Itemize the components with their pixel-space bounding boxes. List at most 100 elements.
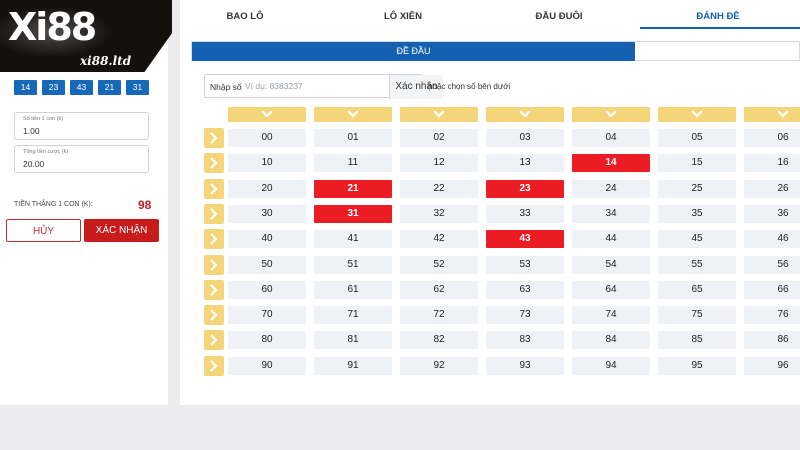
number-cell[interactable]: 33 [486,204,564,223]
number-cell[interactable]: 75 [658,306,736,325]
number-cell[interactable]: 36 [744,204,800,223]
number-cell[interactable]: 06 [744,129,800,147]
select-column-button[interactable] [744,107,800,122]
cancel-button[interactable]: HỦY [6,219,81,242]
confirm-button[interactable]: XÁC NHẬN [84,219,159,242]
picked-number-chip[interactable]: 21 [98,80,121,95]
number-cell[interactable]: 56 [744,255,800,274]
number-cell[interactable]: 23 [486,179,564,198]
brand-logo[interactable]: Xi88 xi88.ltd [0,0,172,72]
select-column-button[interactable] [400,107,478,122]
tab-bao-lo[interactable]: BAO LÔ [226,11,264,22]
number-cell[interactable]: 94 [572,356,650,375]
number-cell[interactable]: 00 [228,129,306,147]
number-cell[interactable]: 34 [572,204,650,223]
select-column-button[interactable] [572,107,650,122]
number-cell[interactable]: 50 [228,255,306,274]
number-cell[interactable]: 86 [744,331,800,350]
number-cell[interactable]: 76 [744,306,800,325]
number-cell[interactable]: 73 [486,306,564,325]
number-cell[interactable]: 02 [400,129,478,147]
number-cell[interactable]: 96 [744,356,800,375]
tab-danh-de[interactable]: ĐÁNH ĐỀ [696,11,740,22]
submit-number-button[interactable]: Xác nhận [389,75,443,99]
picked-number-chip[interactable]: 14 [14,80,37,95]
select-row-button[interactable] [204,153,224,174]
number-cell[interactable]: 35 [658,204,736,223]
subtab-de-dau[interactable]: ĐỀ ĐẦU [192,42,635,61]
number-cell[interactable]: 61 [314,280,392,299]
number-cell[interactable]: 25 [658,179,736,198]
select-row-button[interactable] [204,203,224,224]
number-cell[interactable]: 31 [314,204,392,223]
number-cell[interactable]: 21 [314,179,392,198]
number-input[interactable] [245,75,385,97]
number-cell[interactable]: 41 [314,230,392,249]
number-cell[interactable]: 24 [572,179,650,198]
number-cell[interactable]: 85 [658,331,736,350]
number-cell[interactable]: 64 [572,280,650,299]
number-cell[interactable]: 82 [400,331,478,350]
number-cell[interactable]: 55 [658,255,736,274]
number-cell[interactable]: 12 [400,154,478,173]
number-cell[interactable]: 70 [228,306,306,325]
number-cell[interactable]: 60 [228,280,306,299]
number-cell[interactable]: 01 [314,129,392,147]
number-cell[interactable]: 72 [400,306,478,325]
number-cell[interactable]: 11 [314,154,392,173]
number-cell[interactable]: 10 [228,154,306,173]
select-row-button[interactable] [204,178,224,199]
number-cell[interactable]: 14 [572,154,650,173]
number-cell[interactable]: 74 [572,306,650,325]
select-column-button[interactable] [658,107,736,122]
select-row-button[interactable] [204,330,224,351]
tab-lo-xien[interactable]: LÔ XIÊN [383,11,422,22]
number-cell[interactable]: 81 [314,331,392,350]
picked-number-chip[interactable]: 31 [126,80,149,95]
number-cell[interactable]: 43 [486,230,564,249]
select-row-button[interactable] [204,355,224,376]
select-column-button[interactable] [228,107,306,122]
number-cell[interactable]: 54 [572,255,650,274]
select-row-button[interactable] [204,128,224,148]
number-cell[interactable]: 52 [400,255,478,274]
select-row-button[interactable] [204,305,224,326]
number-cell[interactable]: 90 [228,356,306,375]
number-cell[interactable]: 03 [486,129,564,147]
number-cell[interactable]: 32 [400,204,478,223]
tab-dau-duoi[interactable]: ĐẦU ĐUÔI [535,11,583,22]
number-cell[interactable]: 62 [400,280,478,299]
stake-field[interactable]: Số tiền 1 con (k) 1.00 [14,112,149,140]
number-cell[interactable]: 46 [744,230,800,249]
number-cell[interactable]: 92 [400,356,478,375]
number-cell[interactable]: 05 [658,129,736,147]
number-cell[interactable]: 83 [486,331,564,350]
select-row-button[interactable] [204,279,224,300]
number-cell[interactable]: 44 [572,230,650,249]
number-cell[interactable]: 26 [744,179,800,198]
number-cell[interactable]: 40 [228,230,306,249]
select-row-button[interactable] [204,229,224,250]
number-cell[interactable]: 95 [658,356,736,375]
number-cell[interactable]: 84 [572,331,650,350]
total-bet-field[interactable]: Tổng tiền cược (k) 20.00 [14,145,149,173]
number-cell[interactable]: 42 [400,230,478,249]
number-cell[interactable]: 91 [314,356,392,375]
number-cell[interactable]: 63 [486,280,564,299]
number-cell[interactable]: 53 [486,255,564,274]
select-column-button[interactable] [486,107,564,122]
number-cell[interactable]: 13 [486,154,564,173]
number-cell[interactable]: 16 [744,154,800,173]
number-cell[interactable]: 65 [658,280,736,299]
number-cell[interactable]: 71 [314,306,392,325]
number-cell[interactable]: 80 [228,331,306,350]
number-cell[interactable]: 22 [400,179,478,198]
number-cell[interactable]: 93 [486,356,564,375]
number-cell[interactable]: 30 [228,204,306,223]
select-column-button[interactable] [314,107,392,122]
number-cell[interactable]: 04 [572,129,650,147]
total-bet-value[interactable]: 20.00 [23,159,45,169]
number-cell[interactable]: 45 [658,230,736,249]
number-cell[interactable]: 66 [744,280,800,299]
stake-value[interactable]: 1.00 [23,126,40,136]
